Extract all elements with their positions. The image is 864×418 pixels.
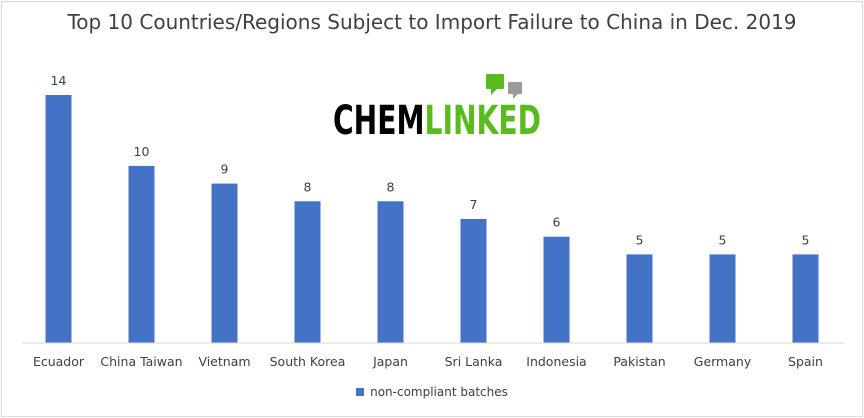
svg-text:CHEMLINKED: CHEMLINKED (333, 98, 541, 140)
category-label: Spain (788, 354, 823, 369)
legend: non-compliant batches (0, 385, 864, 399)
data-label: 8 (304, 179, 312, 194)
category-label: China Taiwan (100, 354, 182, 369)
bar-south-korea (294, 201, 321, 343)
category-label: Sri Lanka (445, 354, 503, 369)
data-label: 9 (221, 162, 229, 177)
data-label: 6 (553, 215, 561, 230)
chat-bubbles-icon (486, 74, 522, 99)
data-label: 5 (719, 232, 727, 247)
data-label: 14 (51, 73, 67, 88)
bar-spain (792, 254, 819, 343)
category-label: Pakistan (613, 354, 665, 369)
category-labels-layer: Ecuador China Taiwan Vietnam South Korea Jap… (33, 354, 823, 369)
data-label: 5 (636, 232, 644, 247)
legend-swatch (356, 388, 365, 396)
chart-title: Top 10 Countries/Regions Subject to Impo… (67, 10, 797, 34)
bar-vietnam (211, 183, 238, 343)
chemlinked-logo: CHEMLINKED (333, 74, 541, 140)
category-label: Vietnam (198, 354, 250, 369)
category-label: Japan (372, 354, 408, 369)
logo-text-right: LINKED (425, 98, 541, 140)
data-label: 8 (387, 179, 395, 194)
bar-pakistan (626, 254, 653, 343)
data-labels-layer: 14 10 9 8 8 7 6 5 5 5 (51, 73, 810, 247)
bar-germany (709, 254, 736, 343)
data-label: 7 (470, 197, 478, 212)
data-label: 5 (802, 232, 810, 247)
bar-china-taiwan (128, 165, 155, 343)
bar-sri-lanka (460, 219, 487, 343)
bar-ecuador (45, 95, 72, 343)
category-label: Indonesia (526, 354, 586, 369)
bars-layer (45, 95, 819, 343)
bar-japan (377, 201, 404, 343)
data-label: 10 (134, 144, 150, 159)
category-label: Germany (694, 354, 752, 369)
legend-label: non-compliant batches (370, 385, 508, 399)
logo-text-left: CHEM (333, 98, 425, 140)
bar-indonesia (543, 236, 570, 343)
category-label: Ecuador (33, 354, 85, 369)
category-label: South Korea (270, 354, 346, 369)
